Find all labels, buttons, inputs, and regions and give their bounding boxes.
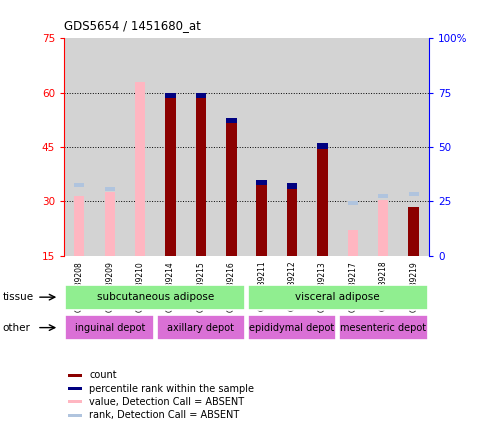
Text: visceral adipose: visceral adipose <box>295 292 380 302</box>
Text: mesenteric depot: mesenteric depot <box>340 323 426 332</box>
Bar <box>165 98 176 256</box>
Text: GDS5654 / 1451680_at: GDS5654 / 1451680_at <box>64 19 201 32</box>
Bar <box>216 38 246 256</box>
Bar <box>196 98 206 256</box>
Bar <box>379 200 388 256</box>
Bar <box>135 82 145 256</box>
Bar <box>196 93 206 98</box>
Bar <box>409 192 419 196</box>
Bar <box>226 118 237 124</box>
Bar <box>287 183 297 189</box>
Bar <box>74 196 84 256</box>
Text: epididymal depot: epididymal depot <box>249 323 335 332</box>
Bar <box>64 38 95 256</box>
Text: rank, Detection Call = ABSENT: rank, Detection Call = ABSENT <box>89 410 239 420</box>
Bar <box>155 38 186 256</box>
Bar <box>256 180 267 185</box>
Bar <box>277 38 307 256</box>
Bar <box>105 192 114 256</box>
Text: axillary depot: axillary depot <box>168 323 234 332</box>
Bar <box>156 315 246 340</box>
Bar <box>317 149 328 256</box>
Bar <box>186 38 216 256</box>
Bar <box>368 38 398 256</box>
Bar <box>348 201 358 206</box>
Bar <box>95 38 125 256</box>
Bar <box>68 401 82 403</box>
Bar <box>68 387 82 390</box>
Bar <box>287 189 297 256</box>
Text: count: count <box>89 371 117 380</box>
Bar <box>65 315 154 340</box>
Bar <box>247 285 428 310</box>
Bar <box>68 374 82 377</box>
Bar <box>105 187 114 191</box>
Bar <box>65 285 246 310</box>
Bar <box>338 38 368 256</box>
Bar <box>408 207 419 256</box>
Bar <box>317 143 328 149</box>
Bar <box>68 414 82 417</box>
Bar <box>348 231 358 256</box>
Text: inguinal depot: inguinal depot <box>74 323 145 332</box>
Text: value, Detection Call = ABSENT: value, Detection Call = ABSENT <box>89 397 244 407</box>
Text: other: other <box>2 323 31 332</box>
Bar <box>125 38 155 256</box>
Bar <box>398 38 429 256</box>
Text: subcutaneous adipose: subcutaneous adipose <box>97 292 214 302</box>
Bar <box>256 185 267 256</box>
Bar <box>379 194 388 198</box>
Bar <box>307 38 338 256</box>
Text: percentile rank within the sample: percentile rank within the sample <box>89 384 254 394</box>
Bar <box>165 93 176 98</box>
Bar <box>247 315 337 340</box>
Bar <box>246 38 277 256</box>
Bar <box>339 315 428 340</box>
Bar <box>226 124 237 256</box>
Bar <box>74 183 84 187</box>
Text: tissue: tissue <box>2 292 34 302</box>
